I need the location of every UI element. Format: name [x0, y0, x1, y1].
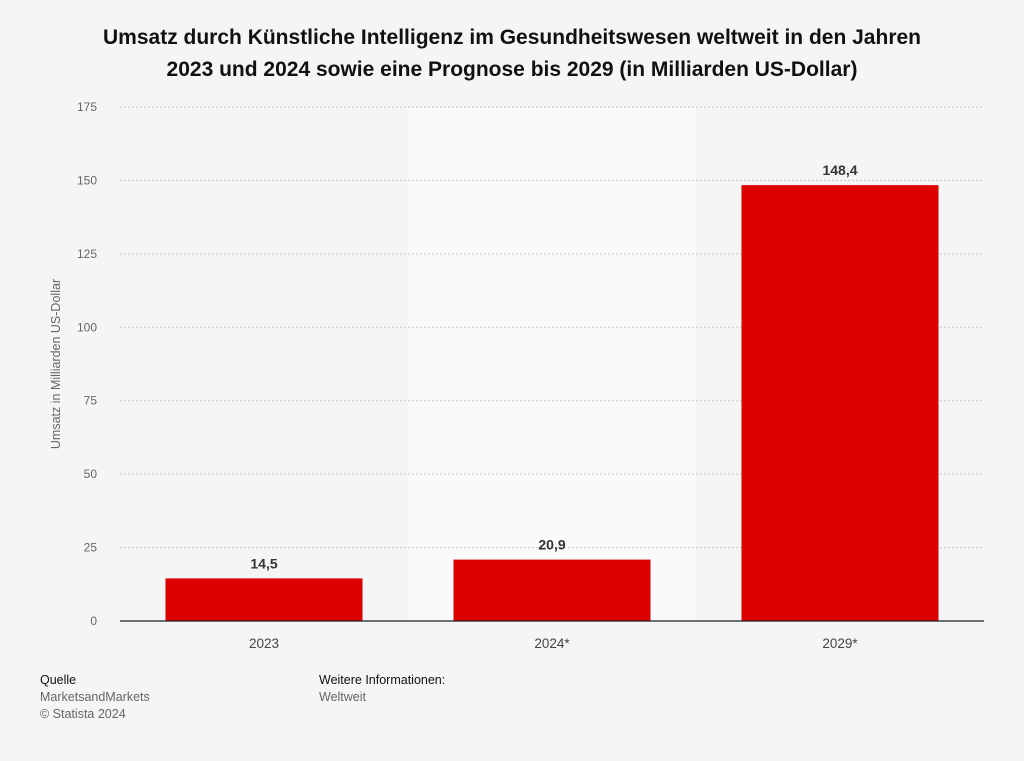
- source-block: Quelle MarketsandMarkets © Statista 2024: [40, 672, 150, 723]
- y-tick-label: 150: [77, 173, 97, 187]
- bar: [741, 185, 939, 622]
- bar-value-label: 20,9: [538, 537, 565, 553]
- y-tick-label: 0: [90, 614, 97, 628]
- info-heading: Weitere Informationen:: [319, 673, 446, 687]
- bar-value-label: 148,4: [822, 162, 857, 178]
- y-tick-label: 50: [84, 467, 98, 481]
- y-tick-label: 25: [84, 541, 98, 555]
- category-band: [408, 107, 696, 621]
- info-value: Weltweit: [319, 690, 367, 704]
- y-tick-label: 100: [77, 320, 97, 334]
- source-heading: Quelle: [40, 673, 77, 687]
- info-block: Weitere Informationen: Weltweit: [319, 672, 445, 706]
- x-tick-label: 2029*: [822, 636, 858, 651]
- x-tick-label: 2023: [249, 636, 279, 651]
- chart-title-line-2: 2023 und 2024 sowie eine Prognose bis 20…: [166, 58, 858, 81]
- source-link[interactable]: MarketsandMarkets: [40, 690, 150, 704]
- y-axis-label: Umsatz in Milliarden US-Dollar: [49, 279, 63, 449]
- bar: [165, 578, 363, 621]
- bar-chart: 0 25 50 75 100 125 150 175 Umsatz in Milliarden …: [49, 100, 984, 651]
- y-tick-label: 125: [77, 247, 97, 261]
- y-tick-label: 175: [77, 100, 97, 114]
- y-tick-label: 75: [84, 394, 98, 408]
- x-tick-label: 2024*: [534, 636, 570, 651]
- chart-title-line-1: Umsatz durch Künstliche Intelligenz im G…: [103, 26, 921, 49]
- bar-value-label: 14,5: [250, 555, 277, 571]
- chart-title: Umsatz durch Künstliche Intelligenz im G…: [0, 22, 1024, 86]
- copyright: © Statista 2024: [40, 707, 126, 721]
- bar: [453, 559, 651, 621]
